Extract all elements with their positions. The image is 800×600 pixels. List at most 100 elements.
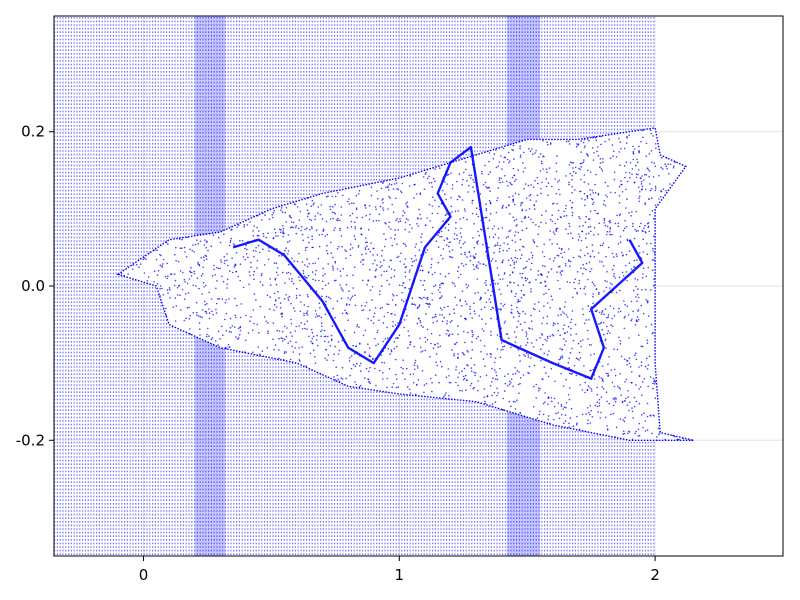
scatter-point bbox=[292, 351, 295, 353]
scatter-point bbox=[348, 203, 351, 205]
scatter-point bbox=[340, 377, 342, 379]
scatter-point bbox=[253, 278, 255, 281]
scatter-point bbox=[357, 193, 360, 195]
scatter-point bbox=[525, 279, 527, 282]
scatter-point bbox=[351, 295, 354, 298]
scatter-point bbox=[637, 288, 639, 290]
scatter-point bbox=[614, 222, 617, 225]
scatter-point bbox=[600, 313, 603, 315]
scatter-point bbox=[637, 173, 639, 176]
scatter-point bbox=[570, 327, 572, 330]
scatter-point bbox=[381, 265, 383, 267]
scatter-point bbox=[475, 266, 478, 268]
scatter-point bbox=[473, 190, 476, 193]
scatter-point bbox=[303, 275, 306, 278]
scatter-point bbox=[228, 244, 231, 247]
scatter-point bbox=[196, 314, 198, 317]
scatter-point bbox=[644, 288, 647, 291]
scatter-point bbox=[386, 386, 388, 389]
scatter-point bbox=[174, 297, 177, 299]
scatter-point bbox=[376, 264, 378, 267]
scatter-point bbox=[420, 236, 422, 238]
scatter-point bbox=[654, 165, 656, 168]
scatter-point bbox=[330, 334, 333, 337]
scatter-point bbox=[310, 328, 313, 331]
scatter-point bbox=[295, 294, 298, 297]
scatter-point bbox=[521, 209, 524, 212]
scatter-point bbox=[236, 226, 239, 228]
scatter-point bbox=[248, 283, 250, 286]
scatter-point bbox=[427, 271, 430, 273]
scatter-point bbox=[464, 210, 467, 212]
scatter-point bbox=[411, 260, 414, 263]
scatter-point bbox=[574, 287, 576, 290]
scatter-point bbox=[636, 300, 638, 302]
scatter-point bbox=[305, 365, 308, 367]
scatter-point bbox=[304, 228, 306, 231]
scatter-point bbox=[459, 299, 462, 301]
scatter-point bbox=[530, 251, 533, 254]
scatter-point bbox=[455, 369, 457, 371]
scatter-point bbox=[386, 377, 389, 380]
scatter-point bbox=[623, 165, 626, 167]
scatter-point bbox=[319, 307, 321, 309]
scatter-point bbox=[274, 344, 277, 346]
scatter-point bbox=[284, 211, 287, 214]
scatter-point bbox=[419, 213, 421, 216]
scatter-point bbox=[414, 368, 416, 371]
scatter-point bbox=[606, 271, 608, 273]
scatter-point bbox=[425, 302, 427, 305]
scatter-point bbox=[509, 264, 512, 267]
scatter-point bbox=[584, 204, 586, 207]
scatter-point bbox=[583, 138, 586, 141]
scatter-point bbox=[456, 341, 458, 344]
scatter-point bbox=[445, 213, 448, 215]
scatter-point bbox=[408, 279, 411, 281]
scatter-point bbox=[174, 253, 176, 256]
scatter-point bbox=[581, 162, 583, 164]
scatter-point bbox=[518, 392, 520, 395]
scatter-point bbox=[424, 341, 427, 343]
scatter-point bbox=[624, 416, 626, 419]
scatter-point bbox=[597, 252, 600, 254]
scatter-point bbox=[258, 331, 260, 334]
scatter-point bbox=[400, 366, 403, 369]
scatter-point bbox=[337, 245, 340, 248]
scatter-point bbox=[601, 328, 604, 331]
scatter-point bbox=[404, 228, 407, 231]
scatter-point bbox=[490, 294, 492, 297]
scatter-point bbox=[216, 280, 218, 282]
scatter-point bbox=[335, 366, 338, 368]
scatter-point bbox=[638, 375, 641, 378]
scatter-point bbox=[227, 264, 229, 267]
scatter-point bbox=[334, 260, 336, 263]
scatter-point bbox=[595, 288, 598, 291]
scatter-point bbox=[590, 354, 592, 356]
scatter-point bbox=[320, 335, 323, 338]
scatter-point bbox=[306, 314, 309, 316]
scatter-point bbox=[593, 378, 596, 380]
scatter-point bbox=[329, 205, 332, 208]
scatter-point bbox=[264, 214, 266, 216]
scatter-point bbox=[444, 394, 446, 396]
scatter-point bbox=[448, 313, 451, 316]
scatter-point bbox=[640, 180, 643, 183]
scatter-point bbox=[602, 387, 605, 390]
scatter-point bbox=[208, 317, 211, 320]
scatter-point bbox=[399, 260, 402, 263]
scatter-point bbox=[432, 321, 435, 324]
scatter-point bbox=[210, 245, 213, 247]
scatter-point bbox=[512, 144, 515, 147]
scatter-point bbox=[530, 290, 532, 293]
scatter-point bbox=[524, 183, 527, 185]
scatter-point bbox=[332, 256, 334, 259]
scatter-point bbox=[529, 199, 532, 201]
scatter-point bbox=[503, 272, 506, 274]
scatter-point bbox=[512, 195, 514, 197]
scatter-point bbox=[143, 257, 146, 260]
scatter-point bbox=[565, 175, 567, 177]
scatter-point bbox=[321, 329, 323, 331]
scatter-point bbox=[447, 229, 450, 232]
x-tick-label: 0 bbox=[139, 566, 149, 584]
scatter-point bbox=[646, 339, 649, 342]
